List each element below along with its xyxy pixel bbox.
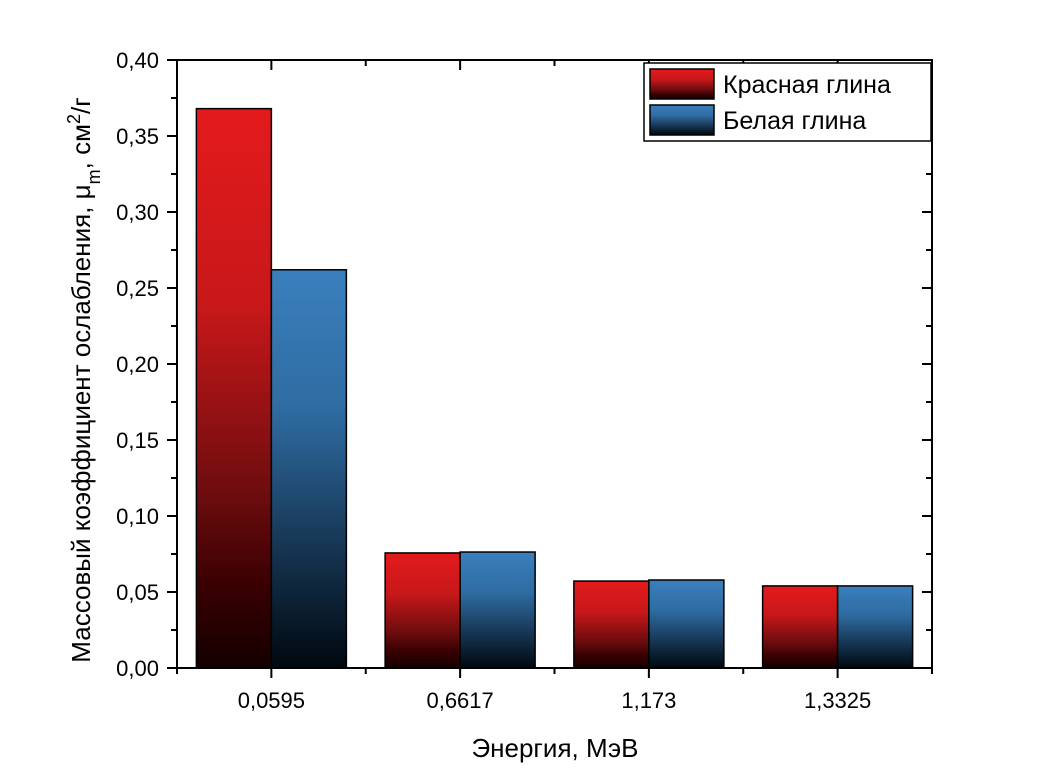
legend-swatch [649, 104, 715, 136]
y-tick-label: 0,05 [116, 580, 159, 605]
x-tick-label: 1,3325 [804, 688, 871, 713]
bar-red-clay-0 [195, 107, 273, 669]
bar-red-clay-2 [573, 580, 650, 669]
y-tick-label: 0,35 [116, 124, 159, 149]
x-tick-label: 1,173 [621, 688, 676, 713]
bar-red-clay-1 [384, 552, 461, 669]
bar-white-clay-3 [836, 585, 914, 669]
y-axis-title: Массовый коэффициент ослабления, μm, см2… [64, 97, 104, 662]
x-axis-title: Энергия, МэВ [471, 733, 638, 763]
x-axis-ticks: 0,0595 0,6617 1,173 1,3325 [176, 60, 933, 713]
x-tick-label: 0,6617 [426, 688, 493, 713]
x-tick-label: 0,0595 [238, 688, 305, 713]
y-tick-label: 0,40 [116, 48, 159, 73]
y-tick-label: 0,15 [116, 428, 159, 453]
y-tick-label: 0,30 [116, 200, 159, 225]
bar-white-clay-1 [459, 551, 536, 669]
legend-swatch [649, 68, 715, 100]
bar-white-clay-0 [270, 269, 348, 669]
y-tick-label: 0,00 [116, 656, 159, 681]
y-axis-ticks: 0,00 0,05 0,10 0,15 0,20 0,25 0,30 0,35 0,40 [116, 48, 932, 681]
y-tick-label: 0,20 [116, 352, 159, 377]
bar-red-clay-3 [761, 585, 839, 669]
bar-white-clay-2 [648, 579, 725, 669]
y-tick-label: 0,10 [116, 504, 159, 529]
legend-label: Красная глина [723, 71, 891, 99]
bars-group [195, 107, 914, 669]
legend: Красная глина Белая глина [643, 62, 932, 142]
y-tick-label: 0,25 [116, 276, 159, 301]
legend-label: Белая глина [723, 107, 866, 135]
